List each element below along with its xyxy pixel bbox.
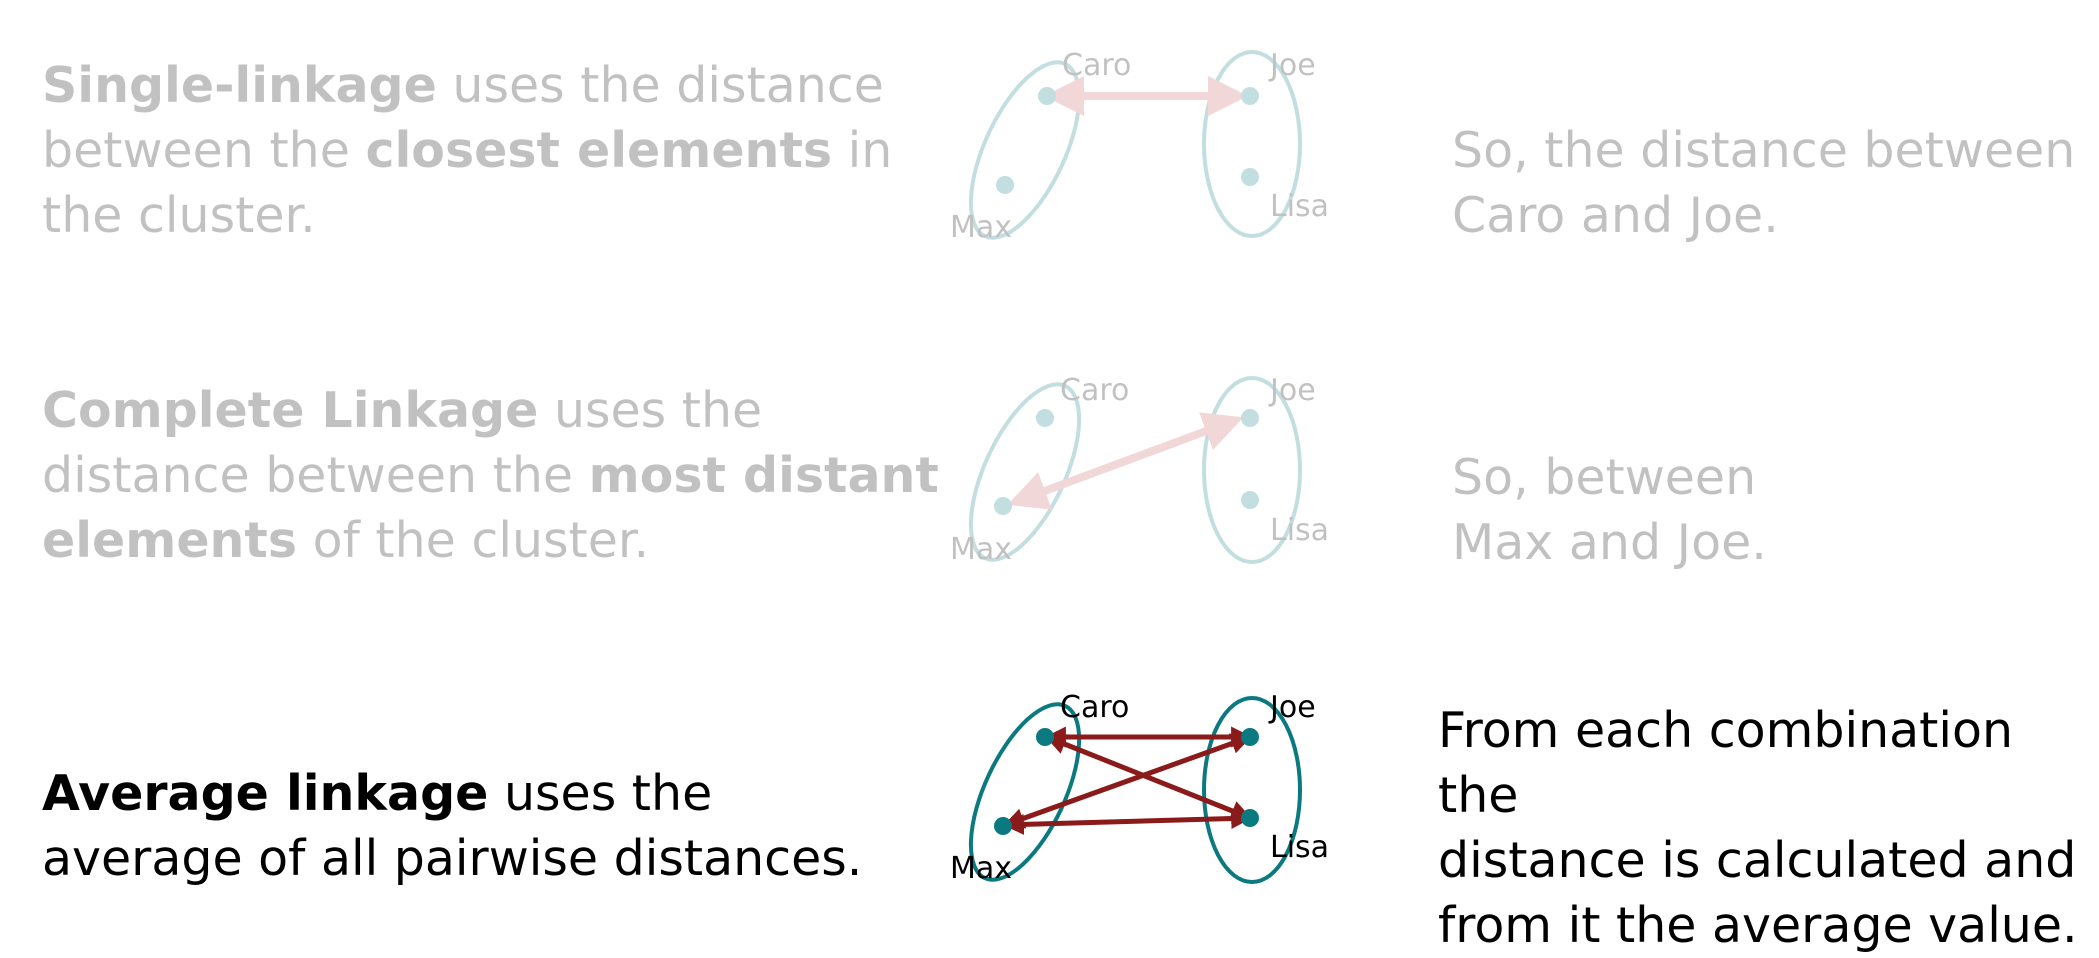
arrow-max-joe (1003, 733, 1252, 829)
method-name: Single-linkage (42, 57, 437, 114)
method-name: Average linkage (42, 765, 489, 822)
average-linkage-explanation: From each combination the distance is ca… (1438, 702, 2078, 954)
label-caro: Caro (1060, 690, 1129, 725)
point-max (994, 817, 1012, 835)
single-linkage-diagram: Caro Joe Max Lisa (950, 48, 1329, 245)
label-joe: Joe (1268, 373, 1316, 408)
label-max: Max (950, 532, 1012, 567)
label-caro: Caro (1060, 373, 1129, 408)
label-lisa: Lisa (1270, 830, 1329, 865)
point-caro (1036, 728, 1054, 746)
point-max (996, 176, 1014, 194)
emphasis: closest elements (365, 122, 833, 179)
point-lisa (1241, 491, 1259, 509)
emphasis: most distant elements (42, 447, 939, 569)
label-lisa: Lisa (1270, 513, 1329, 548)
label-max: Max (950, 851, 1012, 886)
point-caro (1036, 409, 1054, 427)
complete-linkage-diagram: Caro Joe Max Lisa (950, 373, 1329, 567)
point-max (994, 497, 1012, 515)
label-max: Max (950, 210, 1012, 245)
row-single-linkage: Single-linkage uses the distance between… (0, 0, 2099, 300)
average-linkage-description: Average linkage uses the average of all … (42, 765, 863, 887)
method-name: Complete Linkage (42, 382, 539, 439)
arrow-max-lisa (1002, 808, 1253, 835)
complete-linkage-explanation: So, between Max and Joe. (1452, 449, 1767, 571)
label-joe: Joe (1268, 690, 1316, 725)
cluster-right (1202, 50, 1302, 238)
row-average-linkage: Average linkage uses the average of all … (0, 600, 2099, 954)
arrow-max-joe (1007, 412, 1244, 510)
point-joe (1241, 409, 1259, 427)
single-linkage-description: Single-linkage uses the distance between… (42, 57, 893, 244)
complete-linkage-description: Complete Linkage uses the distance betwe… (42, 382, 939, 569)
single-linkage-explanation: So, the distance between Caro and Joe. (1452, 122, 2076, 244)
point-joe (1241, 87, 1259, 105)
point-caro (1038, 87, 1056, 105)
cluster-left (968, 60, 1082, 240)
label-joe: Joe (1268, 48, 1316, 83)
point-lisa (1241, 168, 1259, 186)
label-caro: Caro (1062, 48, 1131, 83)
label-lisa: Lisa (1270, 189, 1329, 224)
average-linkage-diagram: Caro Joe Max Lisa (950, 690, 1329, 886)
point-joe (1241, 728, 1259, 746)
point-lisa (1241, 809, 1259, 827)
row-complete-linkage: Complete Linkage uses the distance betwe… (0, 300, 2099, 600)
